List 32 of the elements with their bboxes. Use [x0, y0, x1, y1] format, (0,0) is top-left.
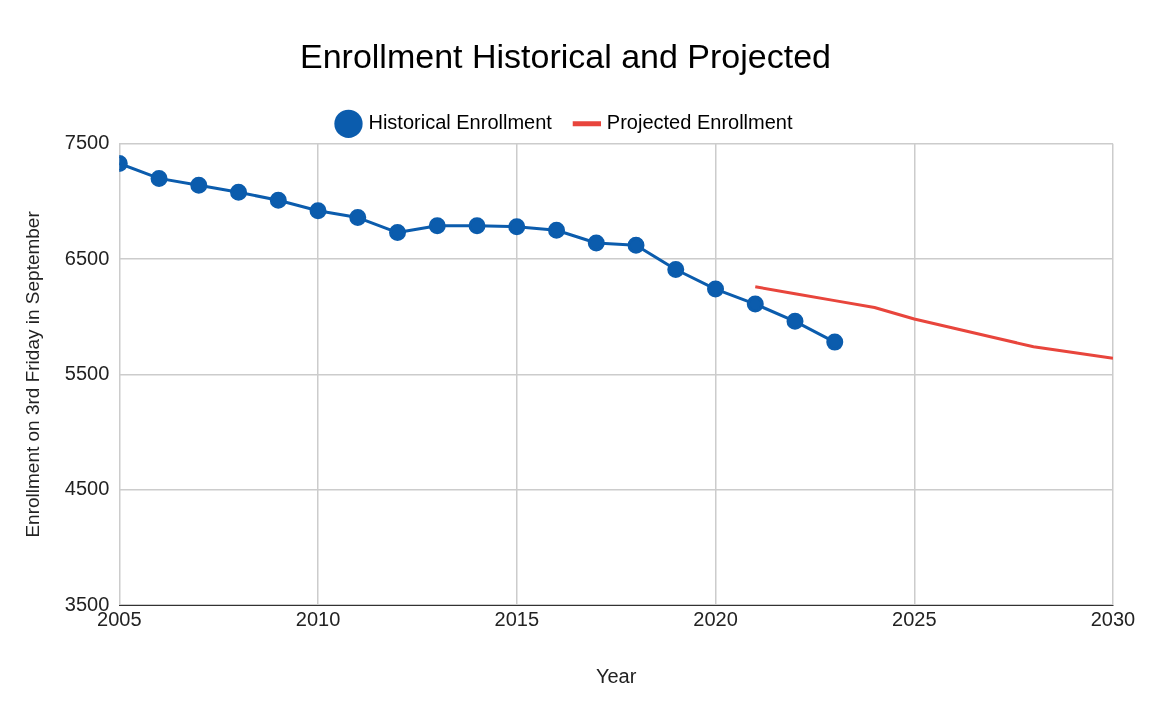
- x-tick-label: 2030: [1090, 607, 1136, 630]
- point: [269, 191, 287, 209]
- x-tick-label: 2020: [693, 607, 738, 630]
- x-axis-title: Year: [595, 664, 637, 687]
- point: [627, 236, 645, 254]
- chart-title: Enrollment Historical and Projected: [299, 36, 832, 75]
- y-tick-label: 7500: [64, 131, 110, 154]
- y-axis-title: Enrollment on 3rd Friday in September: [21, 210, 43, 538]
- point: [746, 295, 764, 313]
- y-tick-label: 6500: [64, 246, 110, 269]
- x-tick-label: 2025: [892, 607, 937, 630]
- point: [508, 218, 526, 236]
- x-tick-label: 2015: [494, 607, 540, 630]
- point: [667, 260, 685, 278]
- point: [548, 221, 566, 239]
- y-tick-label: 5500: [64, 361, 110, 384]
- point: [707, 280, 725, 298]
- point: [428, 217, 446, 235]
- point: [587, 234, 605, 252]
- point: [389, 224, 407, 242]
- x-tick-label: 2010: [295, 607, 341, 630]
- y-tick-label: 4500: [64, 477, 110, 500]
- point: [309, 202, 327, 220]
- point: [786, 312, 804, 330]
- point: [468, 217, 486, 235]
- legend-label: Historical Enrollment: [368, 111, 553, 134]
- point: [230, 183, 248, 201]
- point: [150, 169, 168, 187]
- point: [826, 333, 844, 351]
- point: [190, 176, 208, 194]
- legend-label: Projected Enrollment: [606, 111, 793, 134]
- point: [349, 209, 367, 227]
